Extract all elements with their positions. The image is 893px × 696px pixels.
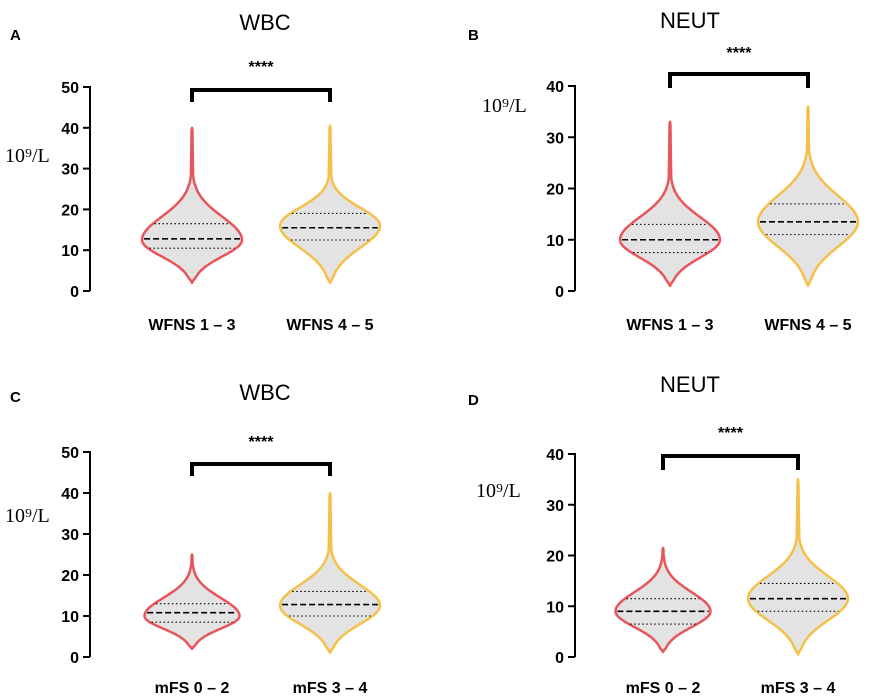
panel-letter: C xyxy=(10,389,21,406)
y-tick-label: 10 xyxy=(546,233,564,250)
y-tick-label: 50 xyxy=(61,445,79,462)
panel-a: A WBC 10⁹/L 0 10 20 30 40 50 WFNS 1 – 3 WFNS 4 – 5… xyxy=(5,10,382,334)
significance-bracket xyxy=(190,88,332,102)
y-tick-label: 40 xyxy=(61,121,79,138)
violin-2 xyxy=(278,124,382,285)
chart-title: NEUT xyxy=(660,372,720,397)
y-tick-label: 0 xyxy=(555,650,564,667)
y-tick-label: 20 xyxy=(61,202,79,219)
y-unit-label: 10⁹/L xyxy=(476,480,521,502)
y-tick-label: 40 xyxy=(61,486,79,503)
y-unit-label: 10⁹/L xyxy=(482,95,527,117)
y-unit-label: 10⁹/L xyxy=(5,145,50,167)
y-unit-label: 10⁹/L xyxy=(5,505,50,527)
violin-1 xyxy=(618,120,722,288)
significance-stars: **** xyxy=(727,45,753,62)
x-category-label: WFNS 1 – 3 xyxy=(148,317,235,334)
x-category-label: mFS 0 – 2 xyxy=(155,680,230,696)
x-category-label: mFS 3 – 4 xyxy=(761,680,836,696)
y-tick-label: 40 xyxy=(546,447,564,464)
y-tick-label: 30 xyxy=(61,162,79,179)
violin-2 xyxy=(756,105,860,288)
significance-stars: **** xyxy=(249,434,275,451)
x-category-label: mFS 0 – 2 xyxy=(626,680,701,696)
chart-title: WBC xyxy=(239,380,290,405)
y-tick-label: 30 xyxy=(546,498,564,515)
x-category-label: WFNS 4 – 5 xyxy=(286,317,373,334)
y-tick-label: 0 xyxy=(555,284,564,301)
x-category-label: mFS 3 – 4 xyxy=(293,680,368,696)
panel-letter: D xyxy=(468,392,479,409)
significance-stars: **** xyxy=(718,425,744,442)
significance-stars: **** xyxy=(249,59,275,76)
panel-d: D NEUT 10⁹/L 0 10 20 30 40 mFS 0 – 2 mFS 3 – 4 ***… xyxy=(468,372,850,696)
chart-title: WBC xyxy=(239,10,290,35)
significance-bracket xyxy=(661,454,800,470)
y-tick-label: 10 xyxy=(61,243,79,260)
violin-1 xyxy=(143,553,241,651)
x-category-label: WFNS 1 – 3 xyxy=(626,317,713,334)
y-tick-label: 40 xyxy=(546,79,564,96)
panel-c: C WBC 10⁹/L 0 10 20 30 40 50 mFS 0 – 2 mFS 3 – 4 **… xyxy=(5,380,382,696)
panel-b: B NEUT 10⁹/L 0 10 20 30 40 WFNS 1 – 3 WFNS 4 – 5 *… xyxy=(468,8,860,334)
panel-letter: B xyxy=(468,27,479,44)
violin-1 xyxy=(614,546,712,654)
x-category-label: WFNS 4 – 5 xyxy=(764,317,851,334)
y-tick-label: 10 xyxy=(61,609,79,626)
y-tick-label: 10 xyxy=(546,599,564,616)
y-tick-label: 50 xyxy=(61,80,79,97)
y-tick-label: 30 xyxy=(61,527,79,544)
significance-bracket xyxy=(668,72,810,88)
y-tick-label: 20 xyxy=(546,182,564,199)
chart-title: NEUT xyxy=(660,8,720,33)
y-tick-label: 0 xyxy=(70,284,79,301)
violin-2 xyxy=(278,491,382,655)
y-tick-label: 0 xyxy=(70,650,79,667)
y-tick-label: 20 xyxy=(61,568,79,585)
violin-2 xyxy=(746,478,850,656)
violin-1 xyxy=(140,126,244,285)
significance-bracket xyxy=(190,462,332,476)
y-tick-label: 30 xyxy=(546,130,564,147)
y-tick-label: 20 xyxy=(546,549,564,566)
panel-letter: A xyxy=(10,27,21,44)
